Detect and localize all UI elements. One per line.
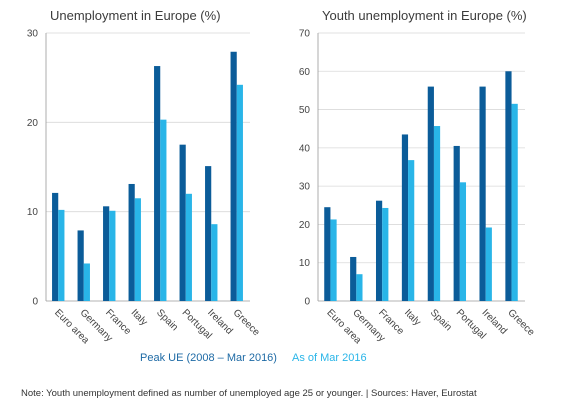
bar-peak <box>505 71 512 302</box>
bar-peak <box>401 134 409 301</box>
y-tick-label: 20 <box>299 220 311 231</box>
bar-current <box>211 224 218 301</box>
bar-current <box>134 198 141 301</box>
bar-peak <box>230 51 237 302</box>
bar-current <box>408 160 415 301</box>
bar-current <box>185 193 192 301</box>
y-tick-label: 30 <box>27 29 39 40</box>
y-tick-label: 0 <box>304 297 310 308</box>
bar-current <box>382 207 389 301</box>
y-tick-label: 0 <box>32 297 38 308</box>
y-tick-label: 60 <box>299 67 311 78</box>
bar-peak <box>375 200 383 301</box>
y-tick-label: 10 <box>27 207 39 218</box>
legend-now: As of Mar 2016 <box>292 352 367 364</box>
bar-current <box>511 103 518 301</box>
bar-peak <box>350 256 357 301</box>
chart-title-unemployment: Unemployment in Europe (%) <box>50 8 221 23</box>
bar-current <box>83 263 90 301</box>
y-tick-label: 70 <box>299 29 311 40</box>
y-tick-label: 50 <box>299 105 311 116</box>
bar-peak <box>205 166 212 301</box>
bar-peak <box>479 86 486 301</box>
category-label: Italy <box>402 307 423 328</box>
bar-peak <box>154 66 161 301</box>
category-label: Greece <box>231 307 262 338</box>
bar-current <box>459 182 467 301</box>
category-label: Greece <box>505 307 536 338</box>
category-label: Italy <box>129 307 150 328</box>
y-tick-label: 20 <box>27 118 39 129</box>
bar-current <box>433 126 441 301</box>
y-tick-label: 30 <box>299 182 311 193</box>
bar-current <box>109 210 116 301</box>
category-label: Spain <box>428 307 454 333</box>
y-tick-label: 40 <box>299 143 311 154</box>
bar-peak <box>324 207 331 301</box>
bar-peak <box>103 206 110 301</box>
bar-peak <box>77 230 84 301</box>
bar-peak <box>453 145 460 301</box>
bar-current <box>485 227 492 301</box>
footnote: Note: Youth unemployment defined as numb… <box>21 388 477 399</box>
bar-peak <box>427 86 434 301</box>
bar-current <box>236 84 243 302</box>
chart-title-youth-unemployment: Youth unemployment in Europe (%) <box>322 8 527 23</box>
bar-current <box>160 119 167 301</box>
bar-current <box>356 274 363 301</box>
bar-peak <box>179 144 186 301</box>
bar-peak <box>128 183 135 301</box>
bar-current <box>58 209 65 301</box>
y-tick-label: 10 <box>299 258 311 269</box>
category-label: Spain <box>154 307 180 333</box>
bar-current <box>330 219 337 301</box>
bar-peak <box>52 192 59 301</box>
legend-peak: Peak UE (2008 – Mar 2016) <box>140 352 277 364</box>
